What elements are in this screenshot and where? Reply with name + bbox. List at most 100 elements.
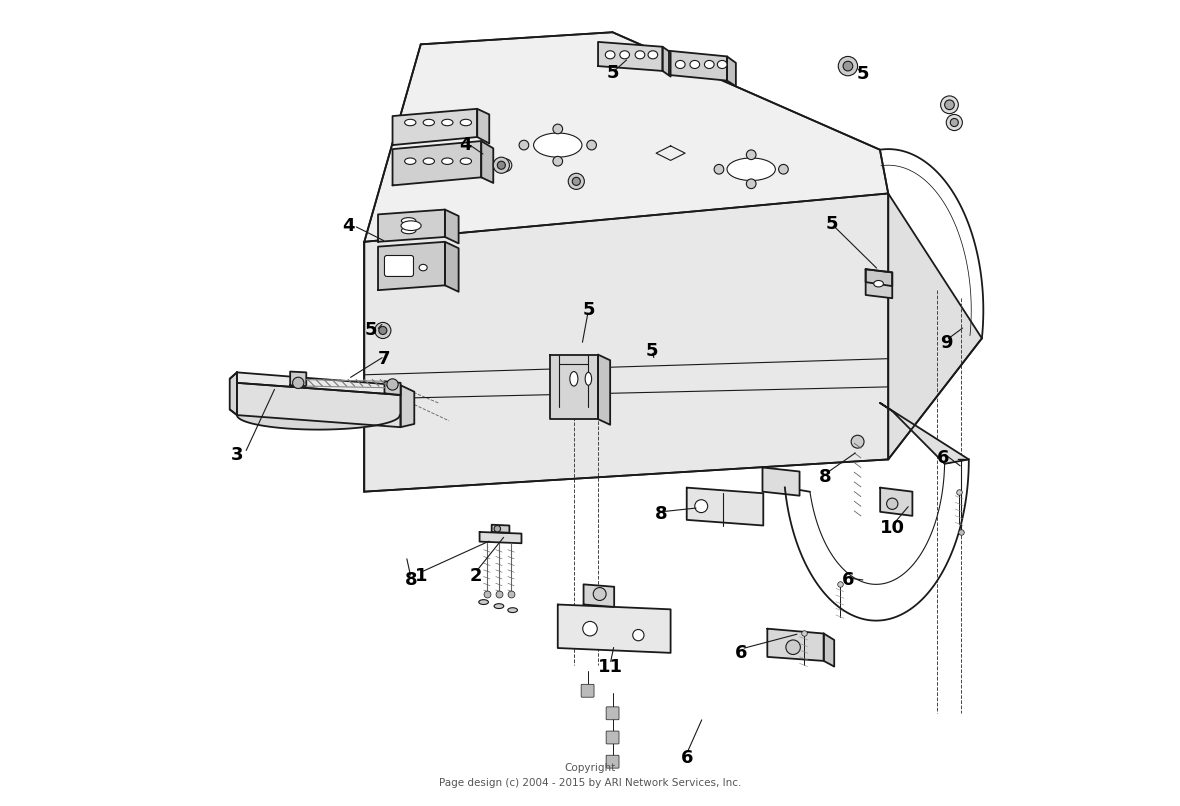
Polygon shape	[237, 383, 400, 427]
Ellipse shape	[717, 60, 727, 69]
Text: 9: 9	[940, 334, 952, 351]
Text: 6: 6	[841, 571, 854, 589]
Polygon shape	[237, 403, 400, 430]
Polygon shape	[767, 629, 824, 661]
Circle shape	[838, 56, 858, 76]
Circle shape	[553, 124, 563, 134]
Circle shape	[786, 640, 800, 654]
Circle shape	[572, 177, 581, 185]
Polygon shape	[393, 109, 477, 145]
Text: 8: 8	[655, 505, 667, 523]
Polygon shape	[479, 532, 522, 543]
Circle shape	[940, 96, 958, 114]
Polygon shape	[492, 525, 510, 533]
Polygon shape	[393, 141, 481, 185]
Circle shape	[843, 61, 853, 71]
Polygon shape	[866, 269, 892, 298]
Circle shape	[886, 498, 898, 509]
Text: 4: 4	[342, 217, 354, 235]
Text: 8: 8	[405, 571, 418, 589]
Polygon shape	[365, 32, 889, 242]
Text: 2: 2	[470, 567, 481, 585]
Text: 6: 6	[937, 449, 949, 467]
Circle shape	[851, 435, 864, 448]
Polygon shape	[558, 604, 670, 653]
Ellipse shape	[727, 158, 775, 181]
Ellipse shape	[583, 621, 597, 636]
Text: 10: 10	[880, 519, 905, 537]
Text: 5: 5	[826, 215, 838, 233]
Polygon shape	[378, 210, 445, 242]
Circle shape	[779, 164, 788, 174]
Polygon shape	[400, 385, 414, 427]
Ellipse shape	[632, 629, 644, 641]
Circle shape	[695, 500, 708, 513]
Circle shape	[497, 161, 505, 169]
Ellipse shape	[690, 60, 700, 69]
Ellipse shape	[494, 604, 504, 609]
Circle shape	[387, 379, 398, 390]
Text: 1: 1	[414, 567, 427, 585]
Text: 5: 5	[582, 301, 595, 319]
Polygon shape	[481, 141, 493, 183]
Polygon shape	[889, 193, 982, 459]
Ellipse shape	[648, 51, 657, 59]
Circle shape	[379, 326, 387, 334]
Circle shape	[950, 118, 958, 127]
Circle shape	[375, 322, 391, 339]
FancyBboxPatch shape	[385, 256, 413, 276]
Ellipse shape	[424, 158, 434, 164]
FancyBboxPatch shape	[607, 731, 620, 744]
Ellipse shape	[479, 600, 489, 604]
Text: 11: 11	[597, 659, 623, 676]
Text: 5: 5	[645, 342, 658, 359]
Circle shape	[494, 526, 500, 532]
Polygon shape	[669, 51, 727, 81]
Polygon shape	[385, 381, 400, 395]
Polygon shape	[477, 109, 490, 143]
Polygon shape	[237, 372, 400, 395]
Polygon shape	[378, 242, 445, 290]
Polygon shape	[230, 372, 237, 415]
Circle shape	[493, 157, 510, 173]
Ellipse shape	[419, 264, 427, 271]
Polygon shape	[365, 193, 889, 492]
Ellipse shape	[441, 158, 453, 164]
Ellipse shape	[533, 133, 582, 157]
Polygon shape	[662, 47, 670, 77]
Circle shape	[499, 159, 512, 172]
Text: 3: 3	[231, 447, 243, 464]
Ellipse shape	[585, 372, 591, 385]
Ellipse shape	[704, 60, 714, 69]
Circle shape	[293, 377, 304, 388]
Polygon shape	[445, 210, 459, 243]
Text: ARI PartStream: ARI PartStream	[520, 338, 676, 355]
Text: Copyright
Page design (c) 2004 - 2015 by ARI Network Services, Inc.: Copyright Page design (c) 2004 - 2015 by…	[439, 763, 741, 787]
Polygon shape	[880, 488, 912, 516]
Polygon shape	[824, 634, 834, 667]
Polygon shape	[866, 269, 892, 286]
Ellipse shape	[635, 51, 644, 59]
Polygon shape	[762, 467, 800, 496]
Polygon shape	[880, 403, 969, 463]
Text: 8: 8	[819, 468, 832, 486]
Text: 4: 4	[459, 136, 471, 154]
Ellipse shape	[873, 280, 884, 287]
Polygon shape	[445, 242, 459, 292]
Ellipse shape	[405, 119, 415, 126]
Ellipse shape	[570, 372, 578, 386]
Circle shape	[519, 140, 529, 150]
Polygon shape	[550, 355, 598, 419]
Text: 6: 6	[681, 749, 693, 767]
Ellipse shape	[405, 158, 415, 164]
Ellipse shape	[507, 608, 518, 613]
Polygon shape	[687, 488, 763, 526]
Circle shape	[747, 179, 756, 189]
Circle shape	[946, 114, 963, 131]
Ellipse shape	[401, 227, 415, 234]
Ellipse shape	[675, 60, 686, 69]
Polygon shape	[584, 584, 614, 607]
Text: 5: 5	[607, 64, 618, 81]
Ellipse shape	[460, 119, 472, 126]
Ellipse shape	[460, 158, 472, 164]
